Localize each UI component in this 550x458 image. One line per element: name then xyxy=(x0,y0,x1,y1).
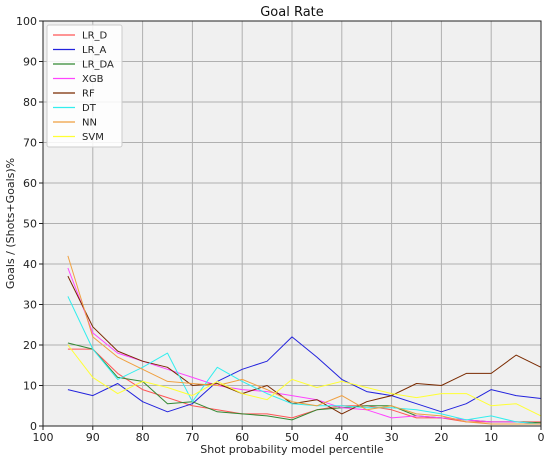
x-axis-title: Shot probability model percentile xyxy=(200,443,384,456)
y-tick-label: 90 xyxy=(23,56,37,69)
y-tick-label: 30 xyxy=(23,299,37,312)
legend-label: LR_A xyxy=(82,45,107,56)
legend-label: NN xyxy=(82,118,97,129)
legend-label: DT xyxy=(82,103,97,114)
series-line-dt xyxy=(67,296,542,425)
series-line-svm xyxy=(67,344,542,417)
x-tick-label: 80 xyxy=(136,431,150,444)
y-tick-label: 60 xyxy=(23,177,37,190)
y-axis: 0 10 20 30 40 50 60 70 80 90 100 xyxy=(16,15,43,433)
x-axis: 100 90 80 70 60 50 40 30 20 10 0 xyxy=(33,426,545,444)
chart-title: Goal Rate xyxy=(260,5,324,20)
series-lines xyxy=(67,255,542,425)
legend-box xyxy=(46,24,123,148)
legend-label: XGB xyxy=(82,74,104,85)
y-tick-label: 80 xyxy=(23,96,37,109)
x-tick-label: 100 xyxy=(33,431,54,444)
y-tick-label: 0 xyxy=(30,420,37,433)
x-tick-label: 40 xyxy=(335,431,349,444)
y-tick-label: 40 xyxy=(23,258,37,271)
legend: LR_D LR_A LR_DA XGB RF DT NN SVM xyxy=(46,24,123,148)
series-line-rf xyxy=(67,275,542,415)
series-line-nn xyxy=(67,255,541,425)
legend-label: LR_D xyxy=(82,31,108,42)
x-tick-label: 30 xyxy=(385,431,399,444)
y-axis-title: Goals / (Shots+Goals)% xyxy=(4,158,17,289)
y-tick-label: 100 xyxy=(16,15,37,28)
legend-label: RF xyxy=(82,89,95,100)
legend-label: LR_DA xyxy=(82,60,114,71)
legend-label: SVM xyxy=(82,132,104,143)
y-tick-label: 50 xyxy=(23,218,37,231)
x-tick-label: 70 xyxy=(185,431,199,444)
y-tick-label: 20 xyxy=(23,339,37,352)
x-tick-label: 60 xyxy=(235,431,249,444)
x-tick-label: 90 xyxy=(86,431,100,444)
y-tick-label: 10 xyxy=(23,380,37,393)
x-tick-label: 50 xyxy=(285,431,299,444)
x-tick-label: 20 xyxy=(434,431,448,444)
y-tick-label: 70 xyxy=(23,137,37,150)
x-tick-label: 0 xyxy=(538,431,545,444)
x-tick-label: 10 xyxy=(484,431,498,444)
series-line-lr-a xyxy=(67,336,542,413)
